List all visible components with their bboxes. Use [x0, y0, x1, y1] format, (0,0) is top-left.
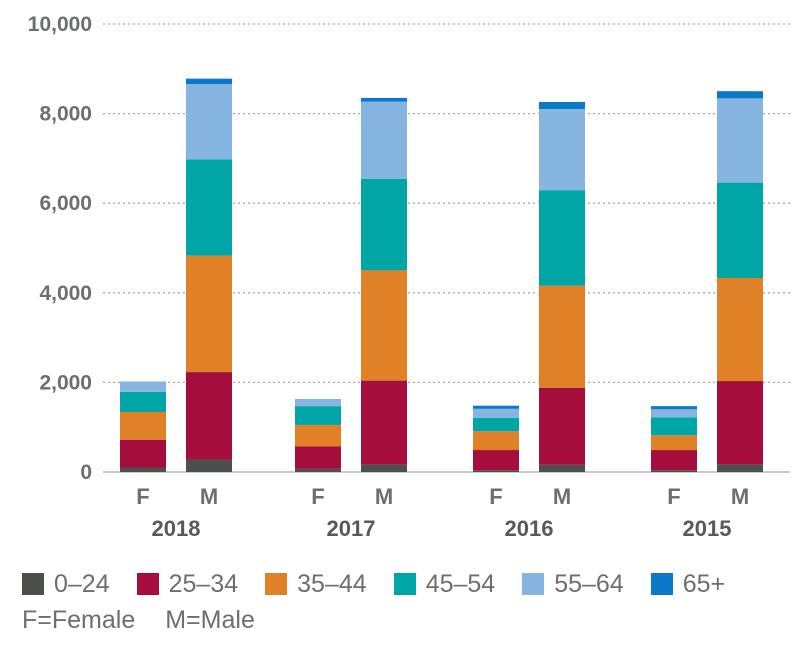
bar-segment	[120, 381, 166, 392]
y-tick-label: 8,000	[39, 103, 92, 126]
bar-segment	[295, 406, 341, 425]
bar-segment	[361, 380, 407, 465]
legend-item: 35–44	[265, 570, 367, 599]
bar-segment	[473, 450, 519, 471]
bar-segment	[295, 446, 341, 469]
bar-segment	[651, 417, 697, 436]
legend-item: 0–24	[22, 570, 110, 599]
bar-segment	[539, 464, 585, 472]
legend-label: 45–54	[425, 569, 496, 598]
bar-segment	[651, 450, 697, 471]
bar-segment	[186, 84, 232, 160]
bar-segment	[473, 417, 519, 432]
year-label: 2015	[683, 516, 732, 541]
bar-segment	[120, 439, 166, 468]
legend-label: 65+	[682, 569, 726, 598]
sex-label: M	[375, 484, 393, 509]
bar-segment	[717, 91, 763, 99]
bar-layer	[120, 78, 763, 472]
bar-segment	[120, 411, 166, 440]
bar-segment	[651, 406, 697, 410]
sex-label: M	[553, 484, 571, 509]
sex-label: F	[667, 484, 680, 509]
bar-segment	[186, 459, 232, 472]
legend-label: 35–44	[297, 569, 367, 598]
legend-note-row: F=Female M=Male	[22, 602, 782, 638]
bar-segment	[361, 270, 407, 381]
sex-label: F	[311, 484, 324, 509]
bar-segment	[120, 467, 166, 472]
legend-swatch	[22, 573, 44, 595]
legend-label: 0–24	[54, 569, 110, 598]
bar-segment	[473, 470, 519, 472]
bar-segment	[295, 468, 341, 472]
legend-label: 55–64	[554, 569, 624, 598]
bar-segment	[295, 424, 341, 447]
bar-segment	[186, 255, 232, 373]
bar-segment	[186, 372, 232, 460]
bar-segment	[473, 405, 519, 409]
legend-item: 25–34	[136, 569, 239, 599]
bar-segment	[186, 78, 232, 85]
bar-segment	[717, 98, 763, 183]
female-note: F=Female	[22, 605, 136, 634]
sex-label: M	[731, 484, 749, 509]
bar-segment	[717, 182, 763, 279]
bar-segment	[186, 159, 232, 256]
legend-label: 25–34	[168, 569, 239, 598]
bar-segment	[651, 435, 697, 451]
bar-segment	[361, 97, 407, 102]
bar-segment	[717, 464, 763, 472]
sex-label: F	[136, 484, 149, 509]
legend-swatch	[265, 573, 288, 595]
y-tick-label: 0	[80, 461, 92, 484]
legend-item: 55–64	[522, 570, 624, 599]
bar-segment	[539, 387, 585, 465]
sex-label: F	[489, 484, 502, 509]
year-label: 2016	[505, 516, 554, 541]
y-tick-label: 2,000	[39, 371, 92, 394]
bar-segment	[717, 278, 763, 382]
legend-swatch	[650, 573, 673, 595]
sex-label: M	[200, 484, 218, 509]
bar-segment	[473, 431, 519, 451]
legend-swatch	[522, 573, 545, 595]
bar-segment	[651, 470, 697, 472]
bar-segment	[295, 398, 341, 407]
bar-segment	[361, 101, 407, 180]
legend-swatch	[393, 573, 416, 595]
bar-segment	[539, 285, 585, 388]
bar-segment	[473, 408, 519, 418]
year-label: 2017	[327, 516, 376, 541]
bar-segment	[361, 464, 407, 472]
bar-segment	[651, 409, 697, 418]
year-label: 2018	[152, 516, 201, 541]
bar-segment	[120, 391, 166, 412]
y-tick-label: 4,000	[39, 282, 92, 305]
bar-segment	[539, 101, 585, 110]
legend: 0–24 25–34 35–44 45–54 55–64 65+ F=Female M=M…	[22, 566, 782, 638]
male-note: M=Male	[165, 605, 255, 634]
bar-segment	[361, 179, 407, 271]
y-tick-label: 6,000	[39, 192, 92, 215]
bar-segment	[717, 381, 763, 465]
legend-item: 45–54	[393, 569, 496, 599]
bar-segment	[539, 109, 585, 191]
legend-item: 65+	[650, 569, 726, 599]
y-tick-label: 10,000	[28, 13, 92, 36]
legend-swatch	[136, 573, 159, 595]
legend-series-row: 0–24 25–34 35–44 45–54 55–64 65+	[22, 566, 782, 602]
bar-segment	[539, 190, 585, 286]
